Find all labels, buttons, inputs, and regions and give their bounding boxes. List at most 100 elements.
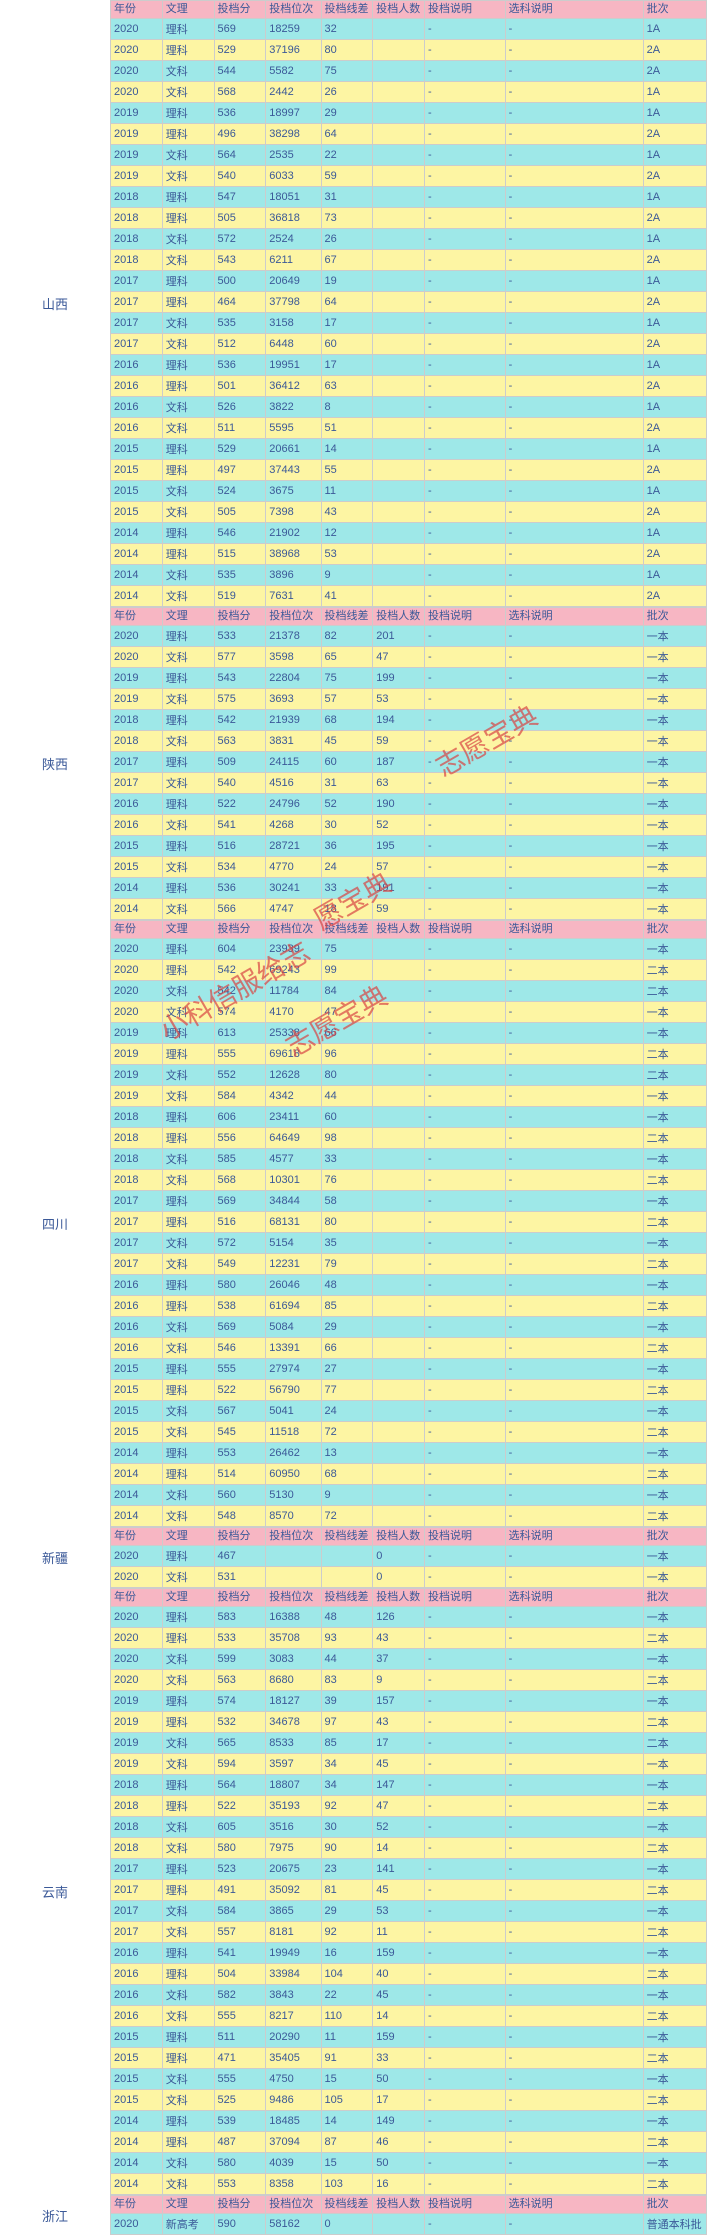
table-cell: -: [425, 1546, 506, 1567]
table-cell: 606: [214, 1107, 266, 1128]
table-row: 2017理科5232067523141--一本: [111, 1859, 707, 1880]
table-cell: 2015: [111, 1380, 163, 1401]
column-header: 投档分: [214, 1589, 266, 1607]
table-cell: 2020: [111, 1567, 163, 1588]
table-cell: 526: [214, 397, 266, 418]
table-cell: -: [505, 103, 643, 124]
table-cell: 2019: [111, 1023, 163, 1044]
table-cell: [373, 586, 425, 607]
table-cell: 60950: [266, 1464, 321, 1485]
table-cell: 20649: [266, 271, 321, 292]
table-cell: -: [425, 815, 506, 836]
table-cell: 68: [321, 710, 373, 731]
table-row: 2016文科5461339166--二本: [111, 1338, 707, 1359]
table-cell: 理科: [162, 1128, 214, 1149]
table-cell: 一本: [643, 1859, 706, 1880]
table-cell: 2A: [643, 208, 706, 229]
table-cell: 2018: [111, 1796, 163, 1817]
table-row: 2014文科56051309--一本: [111, 1485, 707, 1506]
table-cell: 二本: [643, 960, 706, 981]
table-cell: 87: [321, 2132, 373, 2153]
table-cell: 2016: [111, 1964, 163, 1985]
table-cell: -: [505, 2214, 643, 2235]
table-cell: 549: [214, 1254, 266, 1275]
table-cell: 3693: [266, 689, 321, 710]
table-cell: 二本: [643, 1044, 706, 1065]
table-cell: 2A: [643, 544, 706, 565]
table-cell: 2017: [111, 752, 163, 773]
table-cell: -: [505, 187, 643, 208]
table-row: 2018理科522351939247--二本: [111, 1796, 707, 1817]
table-cell: 555: [214, 2069, 266, 2090]
table-cell: 11: [321, 2027, 373, 2048]
table-cell: 85: [321, 1733, 373, 1754]
table-cell: 2014: [111, 2153, 163, 2174]
table-cell: 理科: [162, 1296, 214, 1317]
table-cell: -: [425, 19, 506, 40]
table-row: 2016文科555821711014--二本: [111, 2006, 707, 2027]
table-cell: [373, 1422, 425, 1443]
table-cell: 2020: [111, 1628, 163, 1649]
table-cell: -: [505, 1691, 643, 1712]
table-cell: 467: [214, 1546, 266, 1567]
table-cell: 577: [214, 647, 266, 668]
table-cell: -: [505, 523, 643, 544]
table-row: 2019理科4963829864--2A: [111, 124, 707, 145]
table-cell: -: [425, 794, 506, 815]
table-cell: 9: [321, 565, 373, 586]
table-cell: 2A: [643, 418, 706, 439]
table-cell: [373, 1002, 425, 1023]
table-cell: 68: [321, 1464, 373, 1485]
table-row: 2015理科5112029011159--一本: [111, 2027, 707, 2048]
table-cell: 43: [321, 502, 373, 523]
table-cell: 37: [373, 1649, 425, 1670]
table-cell: 14: [321, 439, 373, 460]
table-cell: 理科: [162, 1712, 214, 1733]
column-header: 投档说明: [425, 2196, 506, 2214]
table-cell: 一本: [643, 731, 706, 752]
table-cell: 5582: [266, 61, 321, 82]
table-cell: 2442: [266, 82, 321, 103]
table-cell: 28721: [266, 836, 321, 857]
table-cell: 文科: [162, 689, 214, 710]
table-cell: -: [505, 878, 643, 899]
table-row: 2019理科6132533866--一本: [111, 1023, 707, 1044]
table-cell: -: [425, 1817, 506, 1838]
table-cell: 9: [373, 1670, 425, 1691]
table-row: 2018理科5053681873--2A: [111, 208, 707, 229]
table-cell: 574: [214, 1691, 266, 1712]
table-row: 2017理科491350928145--二本: [111, 1880, 707, 1901]
table-cell: 理科: [162, 1380, 214, 1401]
table-cell: 52: [373, 815, 425, 836]
table-cell: 3598: [266, 647, 321, 668]
table-row: 2018理科6062341160--一本: [111, 1107, 707, 1128]
table-cell: -: [505, 1191, 643, 1212]
table-cell: [373, 1065, 425, 1086]
table-cell: 195: [373, 836, 425, 857]
table-cell: 9486: [266, 2090, 321, 2111]
table-cell: 30241: [266, 878, 321, 899]
table-cell: 23411: [266, 1107, 321, 1128]
table-cell: 464: [214, 292, 266, 313]
table-cell: 理科: [162, 1275, 214, 1296]
table-row: 2016理科5361995117--1A: [111, 355, 707, 376]
table-cell: 一本: [643, 773, 706, 794]
data-table: 年份文理投档分投档位次投档线差投档人数投档说明选科说明批次2020新高考5905…: [110, 2195, 707, 2235]
table-cell: 二本: [643, 2006, 706, 2027]
column-header: 投档位次: [266, 2196, 321, 2214]
table-cell: 584: [214, 1901, 266, 1922]
table-cell: -: [425, 397, 506, 418]
table-cell: -: [505, 2132, 643, 2153]
table-cell: 理科: [162, 1359, 214, 1380]
table-cell: 80: [321, 1065, 373, 1086]
table-cell: 2019: [111, 1044, 163, 1065]
table-cell: 一本: [643, 1401, 706, 1422]
table-cell: 2016: [111, 2006, 163, 2027]
table-cell: 1A: [643, 481, 706, 502]
table-cell: -: [425, 565, 506, 586]
table-cell: 1A: [643, 355, 706, 376]
table-cell: -: [505, 208, 643, 229]
table-cell: 34: [321, 1754, 373, 1775]
table-cell: 2020: [111, 1002, 163, 1023]
table-cell: -: [505, 82, 643, 103]
